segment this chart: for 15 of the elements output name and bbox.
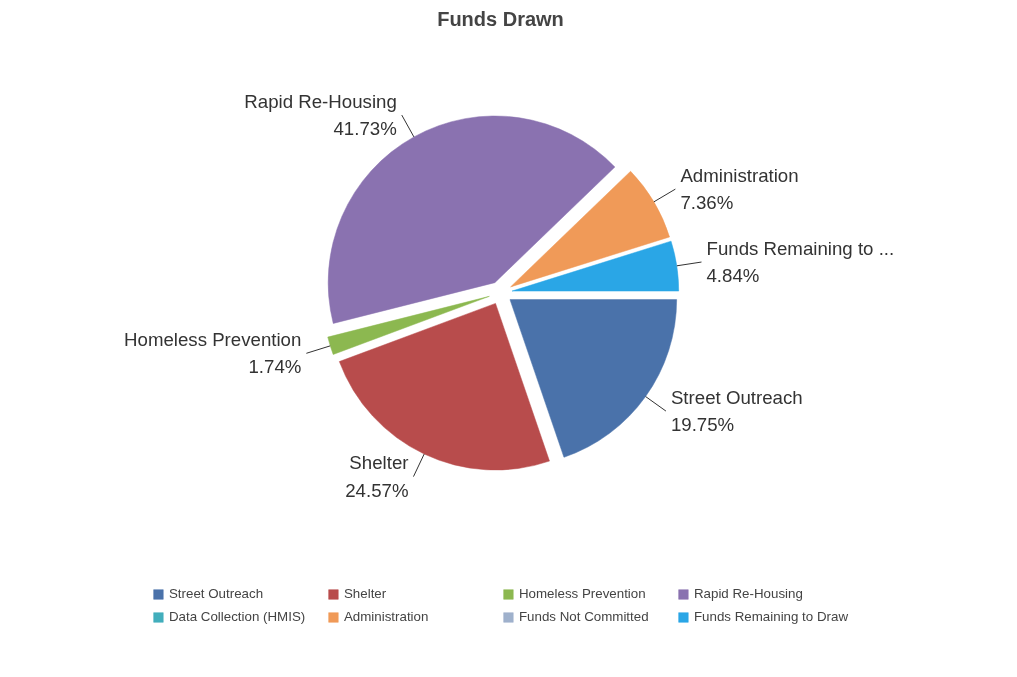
data-label: Homeless Prevention 1.74% xyxy=(124,329,302,378)
legend-label: Rapid Re-Housing xyxy=(693,586,804,601)
data-label: Street Outreach 19.75% xyxy=(670,386,803,436)
chart-title: Funds Drawn xyxy=(437,7,564,30)
data-label: Rapid Re-Housing 41.73% xyxy=(244,90,397,140)
legend-label: Funds Not Committed xyxy=(518,609,650,624)
legend-label: Homeless Prevention xyxy=(518,586,647,601)
legend-label: Shelter xyxy=(343,586,388,601)
legend-label: Administration xyxy=(343,609,430,624)
legend-label: Funds Remaining to Draw xyxy=(693,609,849,624)
legend-label: Street Outreach xyxy=(168,586,265,601)
data-label: Funds Remaining to ... 4.84% xyxy=(706,237,895,287)
data-label: Shelter 24.57% xyxy=(345,452,409,501)
legend-label: Data Collection (HMIS) xyxy=(168,609,307,624)
data-label: Administration 7.36% xyxy=(680,164,799,214)
